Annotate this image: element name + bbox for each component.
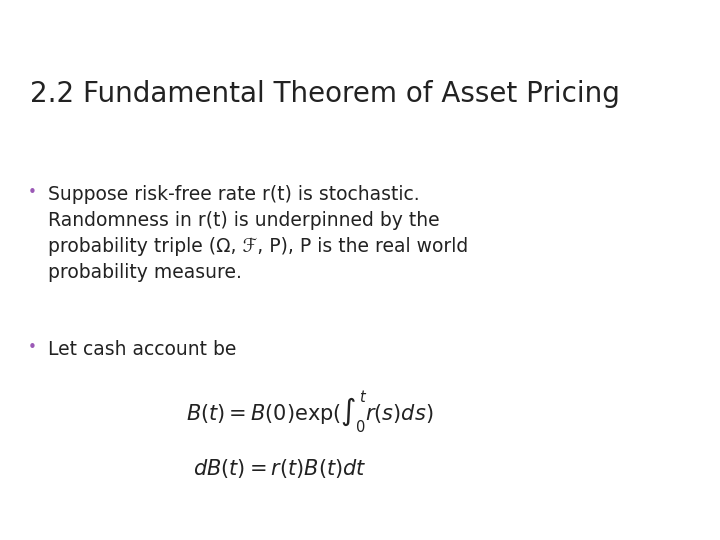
Text: Suppose risk-free rate r(t) is stochastic.: Suppose risk-free rate r(t) is stochasti… <box>48 185 420 204</box>
Text: •: • <box>28 340 37 355</box>
Text: Randomness in r(t) is underpinned by the: Randomness in r(t) is underpinned by the <box>48 211 440 230</box>
Text: •: • <box>28 185 37 200</box>
Text: 2.2 Fundamental Theorem of Asset Pricing: 2.2 Fundamental Theorem of Asset Pricing <box>30 80 620 108</box>
Text: Let cash account be: Let cash account be <box>48 340 236 359</box>
Text: $B(t) = B(0)\mathrm{exp}(\int_0^t r(s)ds)$: $B(t) = B(0)\mathrm{exp}(\int_0^t r(s)ds… <box>186 390 433 436</box>
Text: probability triple (Ω, ℱ, P), P is the real world: probability triple (Ω, ℱ, P), P is the r… <box>48 237 468 256</box>
Text: probability measure.: probability measure. <box>48 263 242 282</box>
Text: $dB(t) = r(t)B(t)dt$: $dB(t) = r(t)B(t)dt$ <box>193 457 366 480</box>
